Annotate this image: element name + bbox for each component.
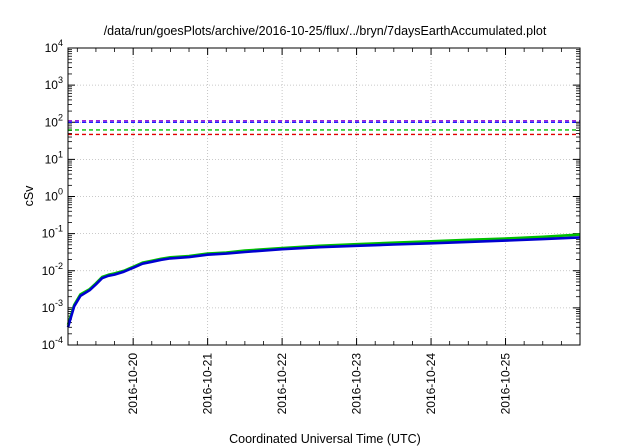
y-tick-label: 100: [45, 187, 63, 204]
plot-frame: [67, 47, 581, 346]
x-tick-label: 2016-10-25: [499, 353, 513, 415]
grid: [68, 48, 580, 345]
reference-lines: [68, 120, 580, 136]
y-tick-label: 10-3: [42, 298, 63, 315]
x-axis-label: Coordinated Universal Time (UTC): [229, 432, 421, 446]
x-tick-label: 2016-10-23: [350, 353, 364, 415]
y-tick-label: 101: [45, 149, 63, 166]
y-tick-label: 103: [45, 75, 63, 92]
series-line: [66, 236, 581, 328]
x-tick-label: 2016-10-20: [126, 353, 140, 415]
y-axis-ticks: 10-4 10-3 10-2 10-1 100 101 102 103 104: [42, 38, 580, 352]
y-tick-label: 102: [45, 112, 63, 129]
y-tick-label: 10-2: [42, 261, 63, 278]
x-tick-label: 2016-10-24: [424, 353, 438, 415]
x-tick-label: 2016-10-22: [275, 353, 289, 415]
series-lines: [66, 233, 581, 328]
y-tick-label: 10-1: [42, 224, 63, 241]
y-axis-label: cSv: [22, 185, 36, 207]
y-tick-label: 104: [45, 38, 63, 55]
chart-title: /data/run/goesPlots/archive/2016-10-25/f…: [104, 24, 547, 38]
y-tick-label: 10-4: [42, 335, 63, 352]
x-tick-label: 2016-10-21: [201, 353, 215, 415]
x-axis-ticks: 2016-10-20 2016-10-21 2016-10-22 2016-10-23…: [76, 48, 562, 415]
